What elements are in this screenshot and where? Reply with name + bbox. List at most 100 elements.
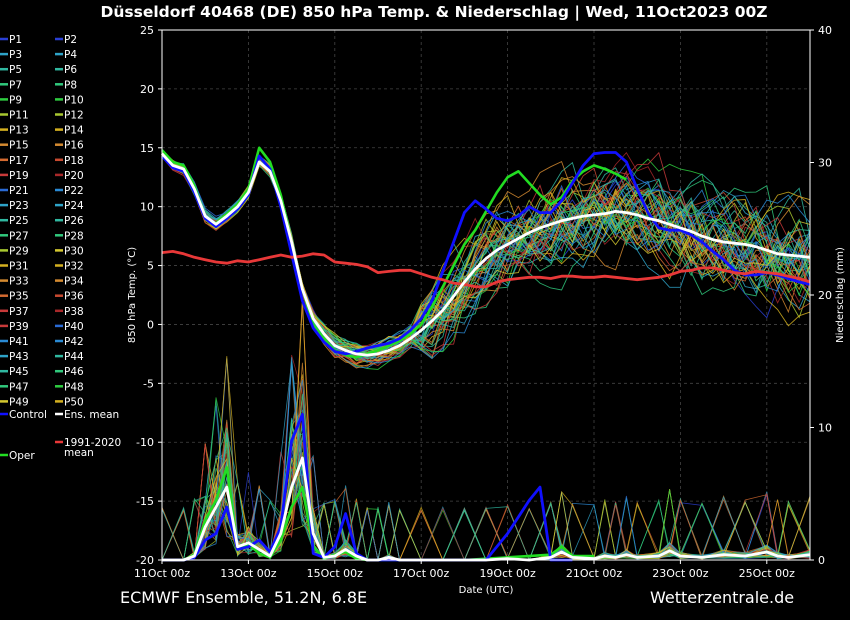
member-precip-line [162, 380, 811, 561]
member-precip-line [162, 398, 811, 561]
member-temp-line [161, 156, 811, 358]
legend-label: mean [64, 447, 94, 459]
oper-temp-line [161, 146, 628, 359]
legend-label: P14 [64, 125, 84, 137]
member-precip-line [162, 304, 811, 561]
x-tick-label: 19Oct 00z [479, 567, 536, 580]
x-tick-label: 13Oct 00z [220, 567, 277, 580]
left-tick-label: -10 [136, 436, 154, 449]
legend-label: P12 [64, 110, 84, 122]
legend-label: P48 [64, 381, 84, 393]
legend-label: P46 [64, 366, 84, 378]
chart-title: Düsseldorf 40468 (DE) 850 hPa Temp. & Ni… [100, 3, 767, 22]
member-precip-line [162, 400, 811, 561]
legend-label: P44 [64, 351, 84, 363]
legend-label: P18 [64, 155, 84, 167]
source-credit: Wetterzentrale.de [650, 588, 795, 607]
legend-label: P26 [64, 215, 84, 227]
plot-grid [161, 29, 810, 561]
legend-label: P15 [9, 140, 29, 152]
y-axis-right-label: Niederschlag (mm) [835, 247, 846, 343]
x-tick-label: 25Oct 00z [739, 567, 796, 580]
legend-label: P22 [64, 185, 84, 197]
x-tick-label: 23Oct 00z [652, 567, 709, 580]
right-tick-label: 40 [818, 24, 832, 37]
plot-frame [161, 29, 811, 561]
legend-label: P27 [9, 230, 29, 242]
legend-label: P6 [64, 64, 77, 76]
member-precip-line [161, 443, 811, 561]
member-precip-line [162, 393, 811, 561]
legend-label: Control [9, 409, 47, 421]
x-tick-label: 15Oct 00z [307, 567, 364, 580]
legend-label: P29 [9, 245, 29, 257]
legend-label: P21 [9, 185, 29, 197]
series-lines [160, 146, 811, 562]
legend: P1 P2 P3 P4 P5 P6 P7 P8 P9 P10 P11 P12 P13 P14 P15 P16 P… [0, 34, 121, 462]
legend-label: P19 [9, 170, 29, 182]
member-precip-line [162, 397, 811, 561]
legend-label: P11 [9, 110, 29, 122]
legend-label: P42 [64, 336, 84, 348]
left-tick-label: 5 [147, 260, 154, 273]
legend-label: 1991-2020 [64, 437, 121, 449]
legend-label: P9 [9, 94, 22, 106]
left-tick-label: 15 [140, 142, 154, 155]
legend-label: P28 [64, 230, 84, 242]
legend-label: P17 [9, 155, 29, 167]
legend-label: P40 [64, 321, 84, 333]
legend-label: P39 [9, 321, 29, 333]
right-tick-label: 20 [818, 289, 832, 302]
legend-label: P34 [64, 276, 84, 288]
legend-label: Ens. mean [64, 409, 119, 421]
legend-label: P32 [64, 261, 84, 273]
x-axis-ticks: 11Oct 00z 13Oct 00z 15Oct 00z 17Oct 00z 19Oc… [134, 560, 795, 580]
model-info: ECMWF Ensemble, 51.2N, 6.8E [120, 588, 368, 607]
legend-label: P30 [64, 245, 84, 257]
right-tick-label: 10 [818, 422, 832, 435]
legend-label: P35 [9, 291, 29, 303]
member-precip-line [162, 395, 811, 562]
legend-label: P10 [64, 94, 84, 106]
legend-label: P37 [9, 306, 29, 318]
legend-label: P25 [9, 215, 29, 227]
legend-label: P31 [9, 261, 29, 273]
ens-mean-temp-line [160, 152, 811, 357]
legend-label: P3 [9, 49, 22, 61]
legend-label: P4 [64, 49, 77, 61]
legend-label: P47 [9, 381, 29, 393]
x-tick-label: 11Oct 00z [134, 567, 191, 580]
legend-label: P13 [9, 125, 29, 137]
legend-label: P5 [9, 64, 22, 76]
legend-label: P49 [9, 396, 29, 408]
y-axis-left-label: 850 hPa Temp. (°C) [127, 247, 138, 343]
legend-label: P16 [64, 140, 84, 152]
legend-label: P36 [64, 291, 84, 303]
legend-label: P50 [64, 396, 84, 408]
control-precip-line [162, 412, 573, 562]
left-tick-label: -15 [136, 495, 154, 508]
legend-label: Oper [9, 450, 35, 462]
legend-label: P43 [9, 351, 29, 363]
climate-mean-line [161, 249, 811, 289]
left-tick-label: 0 [147, 318, 154, 331]
legend-label: P38 [64, 306, 84, 318]
left-tick-label: 25 [140, 24, 154, 37]
legend-label: P33 [9, 276, 29, 288]
member-precip-line [161, 378, 811, 561]
left-tick-label: -20 [136, 554, 154, 567]
x-axis-label: Date (UTC) [459, 585, 514, 596]
legend-label: P23 [9, 200, 29, 212]
x-tick-label: 21Oct 00z [566, 567, 623, 580]
left-tick-label: 10 [140, 201, 154, 214]
member-precip-line [162, 400, 811, 561]
legend-label: P41 [9, 336, 29, 348]
control-temp-line [160, 151, 811, 356]
left-tick-label: 20 [140, 83, 154, 96]
legend-label: P24 [64, 200, 84, 212]
legend-label: P45 [9, 366, 29, 378]
legend-label: P7 [9, 79, 22, 91]
legend-label: P20 [64, 170, 84, 182]
right-tick-label: 30 [818, 157, 832, 170]
